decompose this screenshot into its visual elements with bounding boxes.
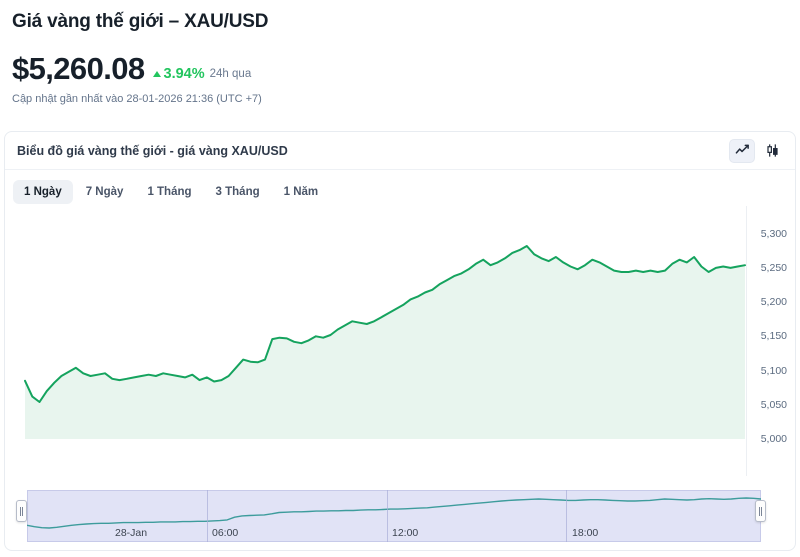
navigator-time-label: 12:00 <box>392 527 419 539</box>
caret-up-icon <box>152 71 161 77</box>
chart-navigator[interactable]: 28-Jan 06:00 12:00 18:00 <box>5 484 795 550</box>
change-badge: 3.94% 24h qua <box>152 66 252 86</box>
page-title: Giá vàng thế giới – XAU/USD <box>12 11 269 32</box>
change-percent: 3.94% <box>163 66 205 82</box>
line-chart-icon <box>735 144 749 154</box>
navigator-series <box>27 497 761 529</box>
price-chart-svg <box>24 245 746 439</box>
current-price: $5,260.08 <box>12 51 145 86</box>
price-chart[interactable]: 5,300 5,250 5,200 5,150 5,100 5,050 5,000 <box>5 206 795 476</box>
navigator-left-handle[interactable] <box>16 500 27 522</box>
line-chart-icon-button[interactable] <box>729 138 755 163</box>
tab-7-days[interactable]: 7 Ngày <box>75 180 135 204</box>
axis-divider <box>746 206 747 476</box>
y-axis-tick: 5,050 <box>760 398 787 411</box>
y-axis-tick: 5,000 <box>760 433 787 445</box>
navigator-gridline <box>566 490 567 542</box>
chart-card: Biểu đồ giá vàng thế giới - giá vàng XAU… <box>4 131 796 551</box>
navigator-time-label: 28-Jan <box>115 527 148 539</box>
page-header: Giá vàng thế giới – XAU/USD $5,260.08 3.… <box>0 0 800 106</box>
navigator-time-label: 06:00 <box>212 527 239 539</box>
navigator-time-label: 18:00 <box>572 527 599 539</box>
change-period-label: 24h qua <box>209 68 252 80</box>
navigator-selection-band[interactable] <box>27 490 761 542</box>
y-axis-tick: 5,150 <box>760 330 787 343</box>
price-row: $5,260.08 3.94% 24h qua <box>12 52 788 86</box>
candlestick-chart-icon-button[interactable] <box>759 139 785 163</box>
navigator-gridline <box>387 490 388 542</box>
tab-1-month[interactable]: 1 Tháng <box>136 180 202 204</box>
chart-card-title: Biểu đồ giá vàng thế giới - giá vàng XAU… <box>17 143 288 158</box>
navigator-gridline <box>207 490 208 542</box>
tab-1-year[interactable]: 1 Năm <box>273 180 330 204</box>
navigator-inner: 28-Jan 06:00 12:00 18:00 <box>27 490 761 542</box>
last-updated: Cập nhật gần nhất vào 28-01-2026 21:36 (… <box>12 93 262 105</box>
period-tabs: 1 Ngày 7 Ngày 1 Tháng 3 Tháng 1 Năm <box>5 170 795 204</box>
tab-1-day[interactable]: 1 Ngày <box>13 180 73 204</box>
candlestick-chart-icon <box>766 144 778 157</box>
navigator-right-handle[interactable] <box>755 500 766 522</box>
chart-type-toggle-group <box>729 138 785 163</box>
y-axis-tick: 5,100 <box>760 364 787 377</box>
y-axis-tick: 5,200 <box>760 296 787 309</box>
y-axis-labels: 5,300 5,250 5,200 5,150 5,100 5,050 5,000 <box>745 206 791 476</box>
tab-3-months[interactable]: 3 Tháng <box>205 180 271 204</box>
chart-card-header: Biểu đồ giá vàng thế giới - giá vàng XAU… <box>5 132 795 170</box>
y-axis-tick: 5,250 <box>760 261 787 274</box>
y-axis-tick: 5,300 <box>760 227 787 240</box>
